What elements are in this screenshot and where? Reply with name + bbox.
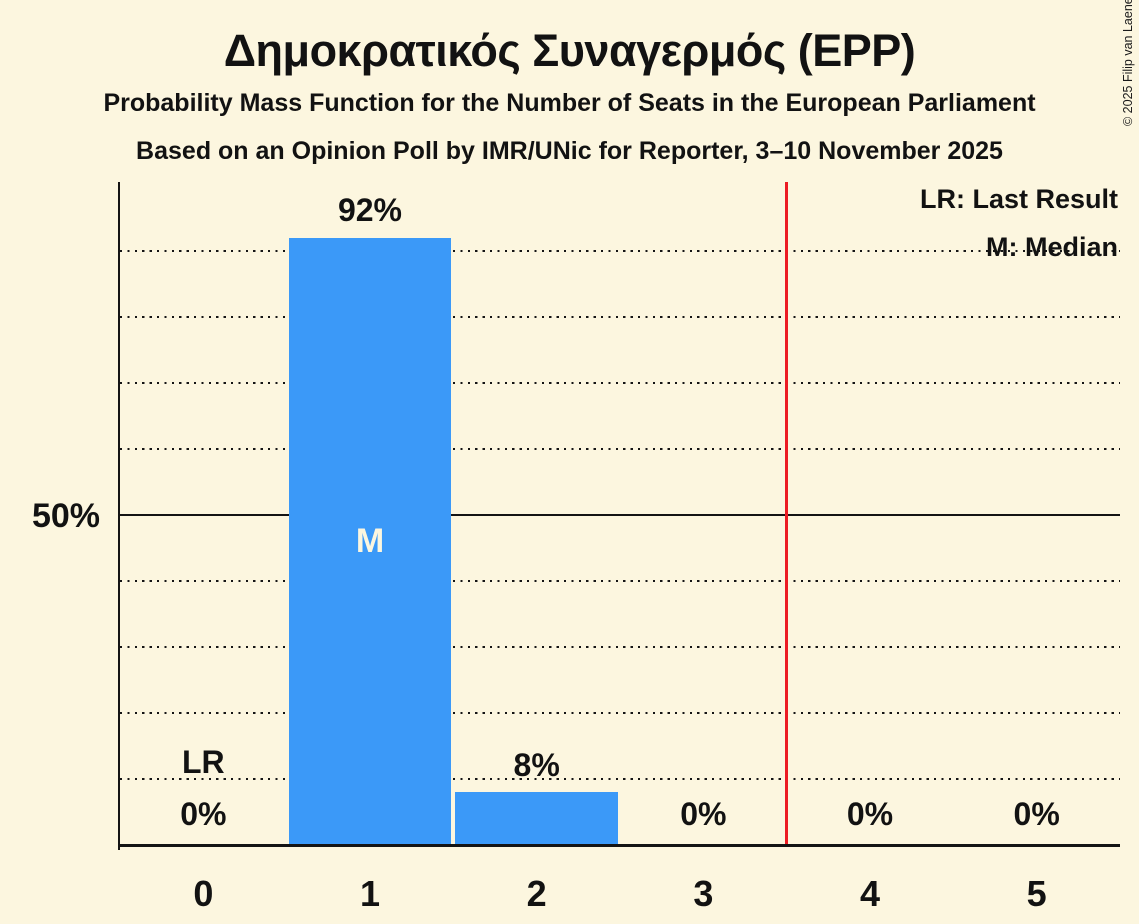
x-tick-4: 4 bbox=[859, 873, 880, 914]
y-axis-label-50: 50% bbox=[31, 497, 100, 535]
bar-label-2: 8% bbox=[513, 746, 560, 783]
gridline-dotted-20 bbox=[120, 712, 1120, 714]
gridline-dotted-70 bbox=[120, 382, 1120, 384]
page-title: Δημοκρατικός Συναγερμός (EPP) bbox=[223, 25, 916, 76]
gridline-dotted-40 bbox=[120, 580, 1120, 582]
x-tick-5: 5 bbox=[1026, 873, 1047, 914]
legend-last-result: LR: Last Result bbox=[919, 184, 1118, 214]
gridline-dotted-10 bbox=[120, 778, 1120, 780]
x-tick-1: 1 bbox=[359, 873, 380, 914]
bar-seat-1 bbox=[288, 237, 452, 845]
median-marker: M bbox=[355, 522, 385, 561]
x-tick-2: 2 bbox=[526, 873, 547, 914]
bar-label-0: 0% bbox=[180, 796, 227, 833]
bar-label-3: 0% bbox=[680, 796, 727, 833]
legend-median: M: Median bbox=[986, 232, 1118, 262]
subtitle-pmf: Probability Mass Function for the Number… bbox=[103, 89, 1036, 117]
bar-label-5: 0% bbox=[1013, 796, 1060, 833]
bar-label-1: 92% bbox=[337, 192, 402, 229]
gridline-solid-50 bbox=[120, 514, 1120, 516]
gridline-dotted-30 bbox=[120, 646, 1120, 648]
y-axis-line bbox=[118, 182, 120, 850]
last-result-marker: LR bbox=[182, 744, 225, 781]
x-tick-0: 0 bbox=[193, 873, 214, 914]
bar-seat-2 bbox=[455, 792, 618, 845]
x-tick-3: 3 bbox=[693, 873, 714, 914]
gridline-dotted-60 bbox=[120, 448, 1120, 450]
gridline-dotted-80 bbox=[120, 316, 1120, 318]
subtitle-poll: Based on an Opinion Poll by IMR/UNic for… bbox=[136, 137, 1003, 165]
gridline-dotted-90 bbox=[120, 250, 1120, 252]
bar-label-4: 0% bbox=[846, 796, 894, 833]
red-threshold-line bbox=[785, 182, 789, 845]
x-axis-line bbox=[118, 844, 1120, 847]
